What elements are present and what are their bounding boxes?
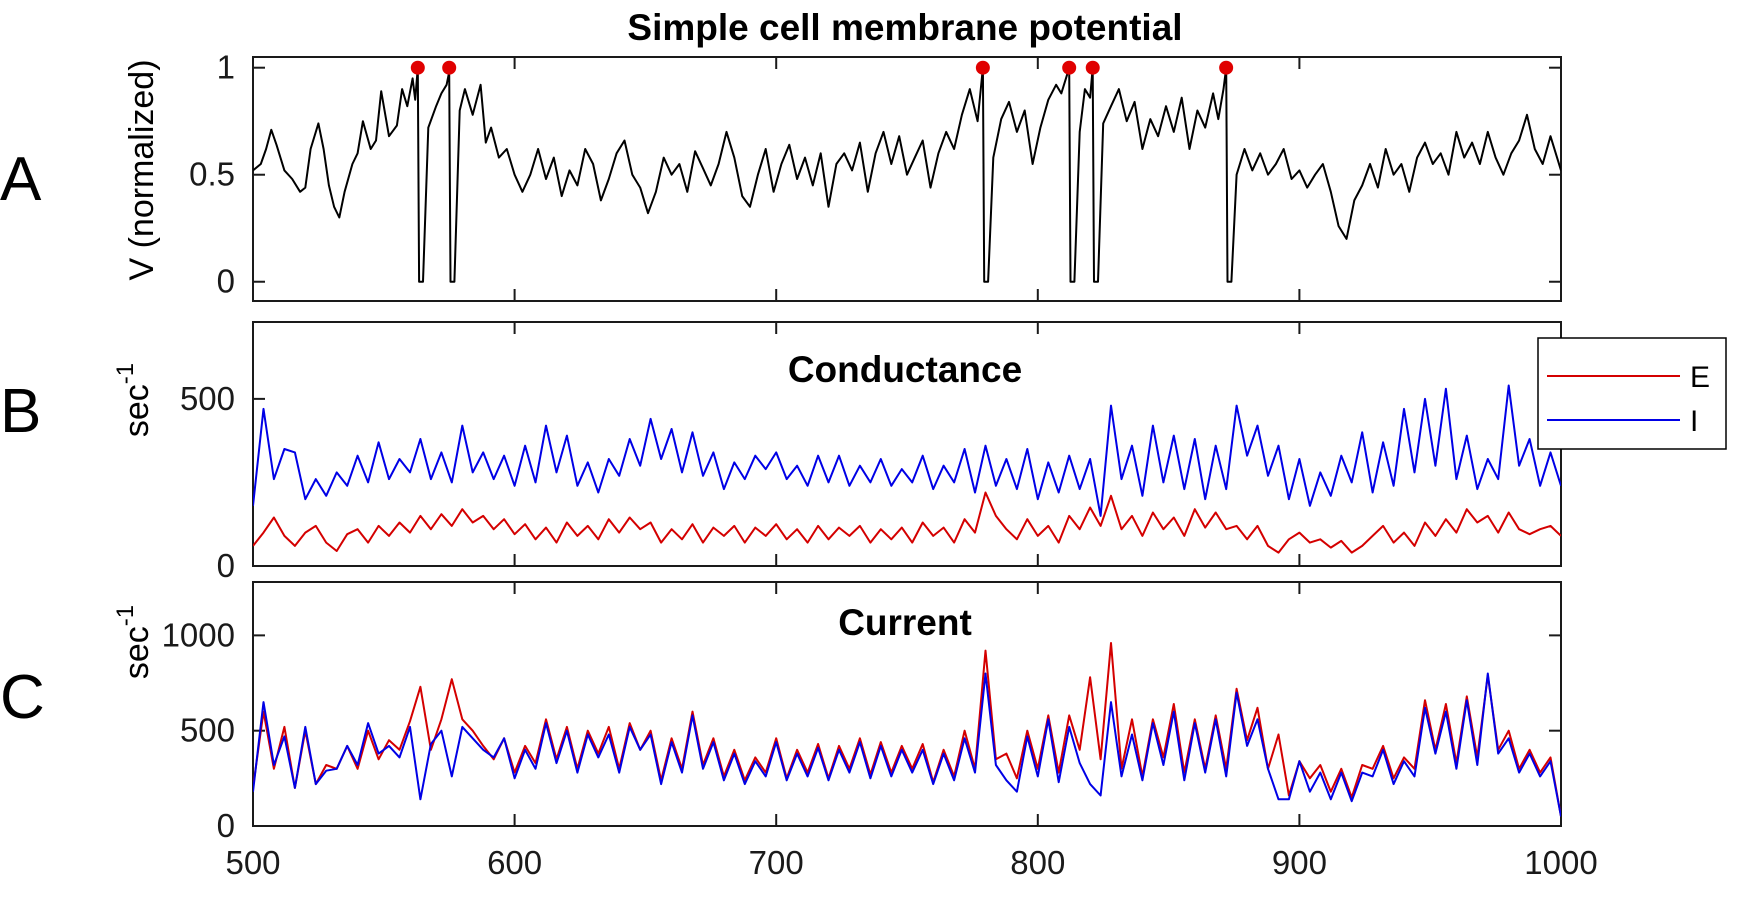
panel-c-ylabel-base: sec [118, 626, 156, 679]
panel-c-ytick-label: 1000 [162, 616, 235, 653]
legend-label-e: E [1690, 361, 1710, 394]
data-layer [253, 60, 1561, 817]
x-tick-label: 900 [1272, 844, 1327, 881]
panel-letter-c: C [0, 663, 45, 732]
panel-letter-b: B [0, 377, 41, 446]
panel-b-ylabel-base: sec [118, 384, 156, 437]
panel-c-ytick-label: 500 [180, 712, 235, 749]
spike-marker [410, 60, 425, 75]
panel-c-ylabel: sec-1 [112, 605, 156, 679]
spike-marker [1085, 60, 1100, 75]
panel-a-ytick-label: 0.5 [189, 156, 235, 193]
spike-marker [1219, 60, 1234, 75]
voltage-trace [253, 66, 1561, 283]
panel-letter-a: A [0, 145, 42, 214]
panel-a-title: Simple cell membrane potential [627, 7, 1182, 48]
current-e-line [253, 642, 1561, 817]
panel-c-ylabel-exp: -1 [112, 605, 139, 626]
panel-b-ytick-label: 500 [180, 380, 235, 417]
panel-c-title: Current [838, 602, 972, 643]
legend: E I [1537, 337, 1727, 450]
x-tick-label: 1000 [1524, 844, 1597, 881]
panel-b-ylabel-exp: -1 [112, 363, 139, 384]
panel-c-axes-box [252, 581, 1562, 827]
panel-b-ytick-label: 0 [217, 547, 235, 584]
x-tick-label: 500 [225, 844, 280, 881]
conductance-e-line [253, 491, 1561, 554]
x-tick-label: 800 [1010, 844, 1065, 881]
spike-marker [442, 60, 457, 75]
panel-a-axes-box [252, 56, 1562, 302]
spike-marker [975, 60, 990, 75]
panel-a-ytick-label: 1 [217, 49, 235, 86]
x-tick-label: 700 [749, 844, 804, 881]
panel-a-ylabel: V (normalized) [123, 59, 161, 280]
panel-c-ytick-label: 0 [217, 807, 235, 844]
x-tick-label: 600 [487, 844, 542, 881]
current-i-line [253, 672, 1561, 817]
panel-b-title: Conductance [788, 349, 1022, 390]
conductance-i-line [253, 384, 1561, 517]
spike-marker [1062, 60, 1077, 75]
panel-a-ytick-label: 0 [217, 263, 235, 300]
panel-b-ylabel: sec-1 [112, 363, 156, 437]
legend-box [1537, 337, 1727, 450]
legend-label-i: I [1690, 405, 1698, 438]
